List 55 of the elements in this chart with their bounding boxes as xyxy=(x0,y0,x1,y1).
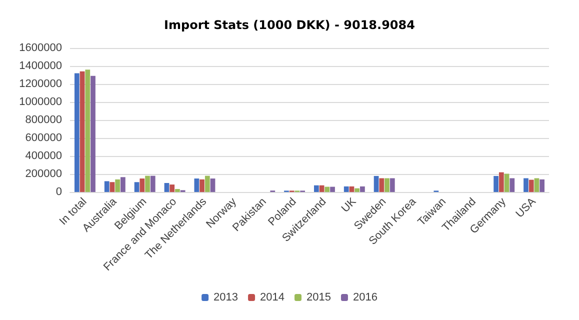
bar xyxy=(200,179,204,192)
bar xyxy=(74,73,80,192)
legend-label: 2014 xyxy=(260,292,285,304)
bar xyxy=(164,183,170,192)
y-tick-label: 1600000 xyxy=(19,42,62,54)
x-tick-label: USA xyxy=(514,195,539,220)
bar xyxy=(115,179,120,192)
bar xyxy=(120,177,126,192)
legend-label: 2013 xyxy=(214,292,238,304)
legend-label: 2016 xyxy=(352,292,378,304)
bar xyxy=(374,176,379,192)
bar xyxy=(204,176,210,192)
bar xyxy=(210,178,216,192)
bar xyxy=(104,181,110,192)
bar xyxy=(504,174,510,192)
legend-label: 2015 xyxy=(306,292,331,304)
y-tick-label: 400000 xyxy=(25,150,62,162)
y-tick-label: 1000000 xyxy=(19,96,62,108)
bar xyxy=(524,178,528,192)
bar xyxy=(354,188,360,192)
bar xyxy=(175,189,180,192)
bar xyxy=(194,178,200,192)
bar xyxy=(145,176,150,192)
y-tick-label: 800000 xyxy=(25,114,62,126)
bar xyxy=(324,186,330,192)
bar xyxy=(384,178,390,192)
bar xyxy=(360,186,365,192)
bar xyxy=(540,179,545,192)
bar xyxy=(319,185,324,192)
bar xyxy=(349,186,354,192)
y-tick-label: 200000 xyxy=(25,168,62,180)
bar xyxy=(170,184,175,192)
bar xyxy=(150,176,156,192)
bar xyxy=(85,70,90,192)
y-tick-label: 1400000 xyxy=(19,60,62,72)
bar xyxy=(110,182,115,192)
bar xyxy=(80,71,85,192)
bar xyxy=(534,178,540,192)
bar xyxy=(379,178,384,192)
bar xyxy=(314,185,319,192)
bar xyxy=(390,178,395,192)
bar xyxy=(528,180,534,192)
bar xyxy=(330,186,335,192)
y-tick-label: 1200000 xyxy=(19,78,62,90)
bar xyxy=(494,176,498,192)
y-tick-label: 0 xyxy=(56,186,62,198)
x-tick-label: UK xyxy=(339,195,360,216)
bar xyxy=(90,76,96,192)
y-tick-label: 600000 xyxy=(25,132,62,144)
bar xyxy=(510,178,515,192)
bar xyxy=(498,172,504,192)
chart-title: Import Stats (1000 DKK) - 9018.9084 xyxy=(164,18,415,32)
bar xyxy=(344,186,349,192)
bar xyxy=(140,178,145,192)
bar xyxy=(134,182,140,192)
